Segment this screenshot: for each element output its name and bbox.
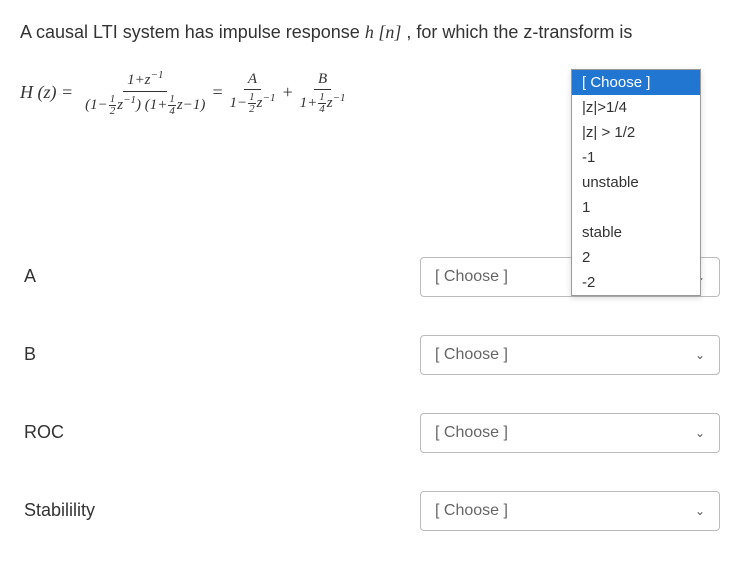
frac-main: 1+z−1 (1−12z−1) (1+14z−1) (81, 69, 209, 117)
select-Stability[interactable]: [ Choose ] ⌄ (420, 491, 720, 531)
plus: + (281, 82, 293, 103)
answer-label-ROC: ROC (20, 422, 420, 443)
answers-container: A [ Choose ] ⌄ B [ Choose ] ⌄ ROC [ Choo… (20, 257, 731, 531)
dropdown-option-selected[interactable]: [ Choose ] (572, 70, 700, 95)
frac-A-num: A (244, 71, 261, 91)
dropdown-open[interactable]: [ Choose ] |z|>1/4 |z| > 1/2 -1 unstable… (571, 69, 701, 296)
dropdown-option[interactable]: -1 (572, 145, 700, 170)
frac-B-num: B (314, 71, 331, 91)
frac-main-num: 1+z−1 (123, 69, 167, 92)
dropdown-option[interactable]: 2 (572, 245, 700, 270)
frac-B-den: 1+14z−1 (296, 90, 350, 115)
answer-row-Stability: Stabilility [ Choose ] ⌄ (20, 491, 731, 531)
question-h-expr: h [n] (365, 22, 402, 42)
frac-B: B 1+14z−1 (296, 71, 350, 116)
question-text: A causal LTI system has impulse response… (20, 20, 731, 45)
dropdown-option[interactable]: |z|>1/4 (572, 95, 700, 120)
question-prefix: A causal LTI system has impulse response (20, 22, 365, 42)
frac-A-den: 1−12z−1 (226, 90, 280, 115)
formula-row: H (z) = 1+z−1 (1−12z−1) (1+14z−1) = A 1−… (20, 69, 731, 117)
select-B[interactable]: [ Choose ] ⌄ (420, 335, 720, 375)
dropdown-option[interactable]: stable (572, 220, 700, 245)
frac-A: A 1−12z−1 (226, 71, 280, 116)
select-B-text: [ Choose ] (435, 346, 508, 364)
select-A-text: [ Choose ] (435, 268, 508, 286)
question-suffix: , for which the z-transform is (406, 22, 632, 42)
dropdown-option[interactable]: 1 (572, 195, 700, 220)
select-ROC-text: [ Choose ] (435, 424, 508, 442)
dropdown-option[interactable]: unstable (572, 170, 700, 195)
answer-label-Stability: Stabilility (20, 500, 420, 521)
frac-main-den: (1−12z−1) (1+14z−1) (81, 92, 209, 117)
eq: = (211, 82, 223, 103)
answer-row-B: B [ Choose ] ⌄ (20, 335, 731, 375)
formula: H (z) = 1+z−1 (1−12z−1) (1+14z−1) = A 1−… (20, 69, 352, 117)
answer-row-ROC: ROC [ Choose ] ⌄ (20, 413, 731, 453)
dropdown-option[interactable]: -2 (572, 270, 700, 295)
answer-label-A: A (20, 266, 420, 287)
chevron-down-icon: ⌄ (695, 348, 705, 362)
formula-lhs: H (z) = (20, 82, 73, 103)
dropdown-option[interactable]: |z| > 1/2 (572, 120, 700, 145)
answer-label-B: B (20, 344, 420, 365)
chevron-down-icon: ⌄ (695, 504, 705, 518)
select-Stability-text: [ Choose ] (435, 502, 508, 520)
select-ROC[interactable]: [ Choose ] ⌄ (420, 413, 720, 453)
chevron-down-icon: ⌄ (695, 426, 705, 440)
